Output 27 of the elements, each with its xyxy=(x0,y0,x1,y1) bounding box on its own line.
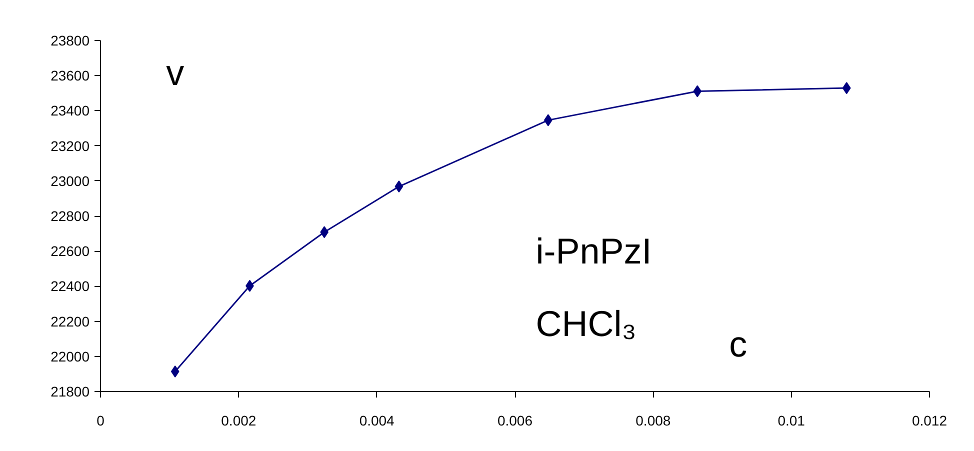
point xyxy=(170,365,180,378)
annotation: i-PnPzI xyxy=(536,230,652,272)
y-tick-label: 23600 xyxy=(50,68,90,84)
y-tick-label: 23800 xyxy=(50,32,90,48)
x-tick-label: 0.008 xyxy=(636,412,671,428)
x-tick-label: 0.01 xyxy=(778,412,806,428)
y-tick-label: 22200 xyxy=(50,313,90,330)
x-tick-label: 0.002 xyxy=(221,412,256,428)
annotation: CHCl₃ xyxy=(536,302,636,344)
annotation: c xyxy=(729,324,748,365)
point xyxy=(394,180,404,193)
point xyxy=(693,85,702,98)
point xyxy=(544,114,552,126)
y-tick-label: 22000 xyxy=(50,348,90,364)
annotation: v xyxy=(166,52,184,94)
y-tick-label: 23400 xyxy=(50,102,90,119)
y-tick-label: 22800 xyxy=(50,208,90,224)
x-tick-label: 0 xyxy=(96,412,105,428)
x-tick-label: 0.012 xyxy=(912,412,948,428)
y-tick-label: 23200 xyxy=(50,138,90,154)
point xyxy=(842,82,851,94)
y-tick-label: 22400 xyxy=(50,278,90,294)
y-tick-label: 22600 xyxy=(50,243,90,260)
y-tick-label: 23000 xyxy=(50,172,90,189)
x-tick-label: 0.004 xyxy=(359,412,395,428)
y-tick-label: 21800 xyxy=(50,384,90,400)
x-tick-label: 0.006 xyxy=(497,412,533,428)
